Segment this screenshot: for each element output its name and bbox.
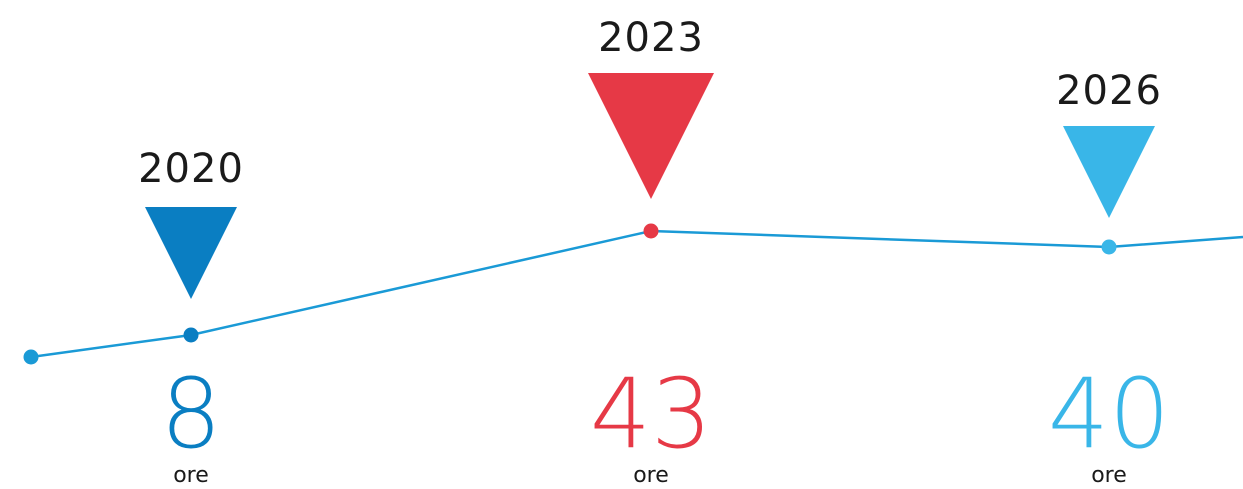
value-label-2020: 8	[160, 358, 221, 470]
data-point-3	[1101, 239, 1117, 255]
unit-label-2023: ore	[633, 463, 669, 488]
unit-label-2026: ore	[1091, 463, 1127, 488]
year-label-2023: 2023	[598, 15, 704, 61]
year-label-2020: 2020	[138, 146, 244, 192]
marker-triangle-2023	[588, 73, 714, 199]
data-point-0	[23, 349, 39, 365]
year-label-2026: 2026	[1056, 68, 1162, 114]
marker-triangle-2020	[145, 207, 237, 299]
data-point-1	[183, 327, 199, 343]
value-label-2026: 40	[1048, 358, 1170, 470]
value-label-2023: 43	[590, 358, 712, 470]
marker-triangle-2026	[1063, 126, 1155, 218]
data-point-2	[643, 223, 659, 239]
unit-label-2020: ore	[173, 463, 209, 488]
